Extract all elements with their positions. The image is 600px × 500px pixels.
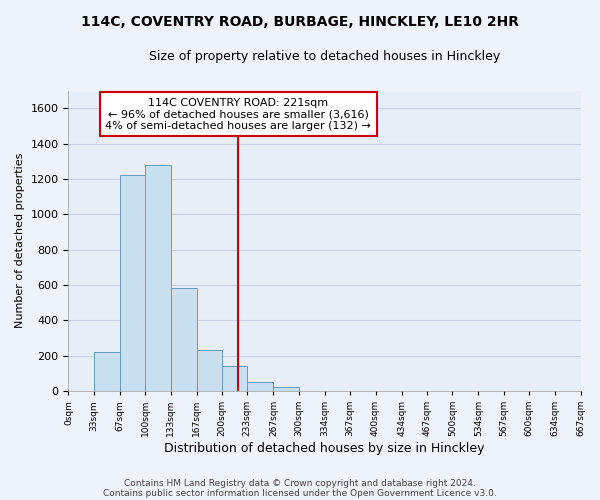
Bar	[222, 366, 247, 391]
Text: Contains HM Land Registry data © Crown copyright and database right 2024.: Contains HM Land Registry data © Crown c…	[124, 478, 476, 488]
Bar	[94, 352, 120, 391]
Text: 114C COVENTRY ROAD: 221sqm
← 96% of detached houses are smaller (3,616)
4% of se: 114C COVENTRY ROAD: 221sqm ← 96% of deta…	[105, 98, 371, 131]
Bar	[274, 386, 299, 391]
Bar	[120, 176, 145, 391]
Text: 114C, COVENTRY ROAD, BURBAGE, HINCKLEY, LE10 2HR: 114C, COVENTRY ROAD, BURBAGE, HINCKLEY, …	[81, 15, 519, 29]
Y-axis label: Number of detached properties: Number of detached properties	[15, 153, 25, 328]
Bar	[247, 382, 274, 391]
Bar	[197, 350, 222, 391]
Bar	[145, 165, 170, 391]
Text: Contains public sector information licensed under the Open Government Licence v3: Contains public sector information licen…	[103, 488, 497, 498]
X-axis label: Distribution of detached houses by size in Hinckley: Distribution of detached houses by size …	[164, 442, 485, 455]
Title: Size of property relative to detached houses in Hinckley: Size of property relative to detached ho…	[149, 50, 500, 63]
Bar	[170, 288, 197, 391]
